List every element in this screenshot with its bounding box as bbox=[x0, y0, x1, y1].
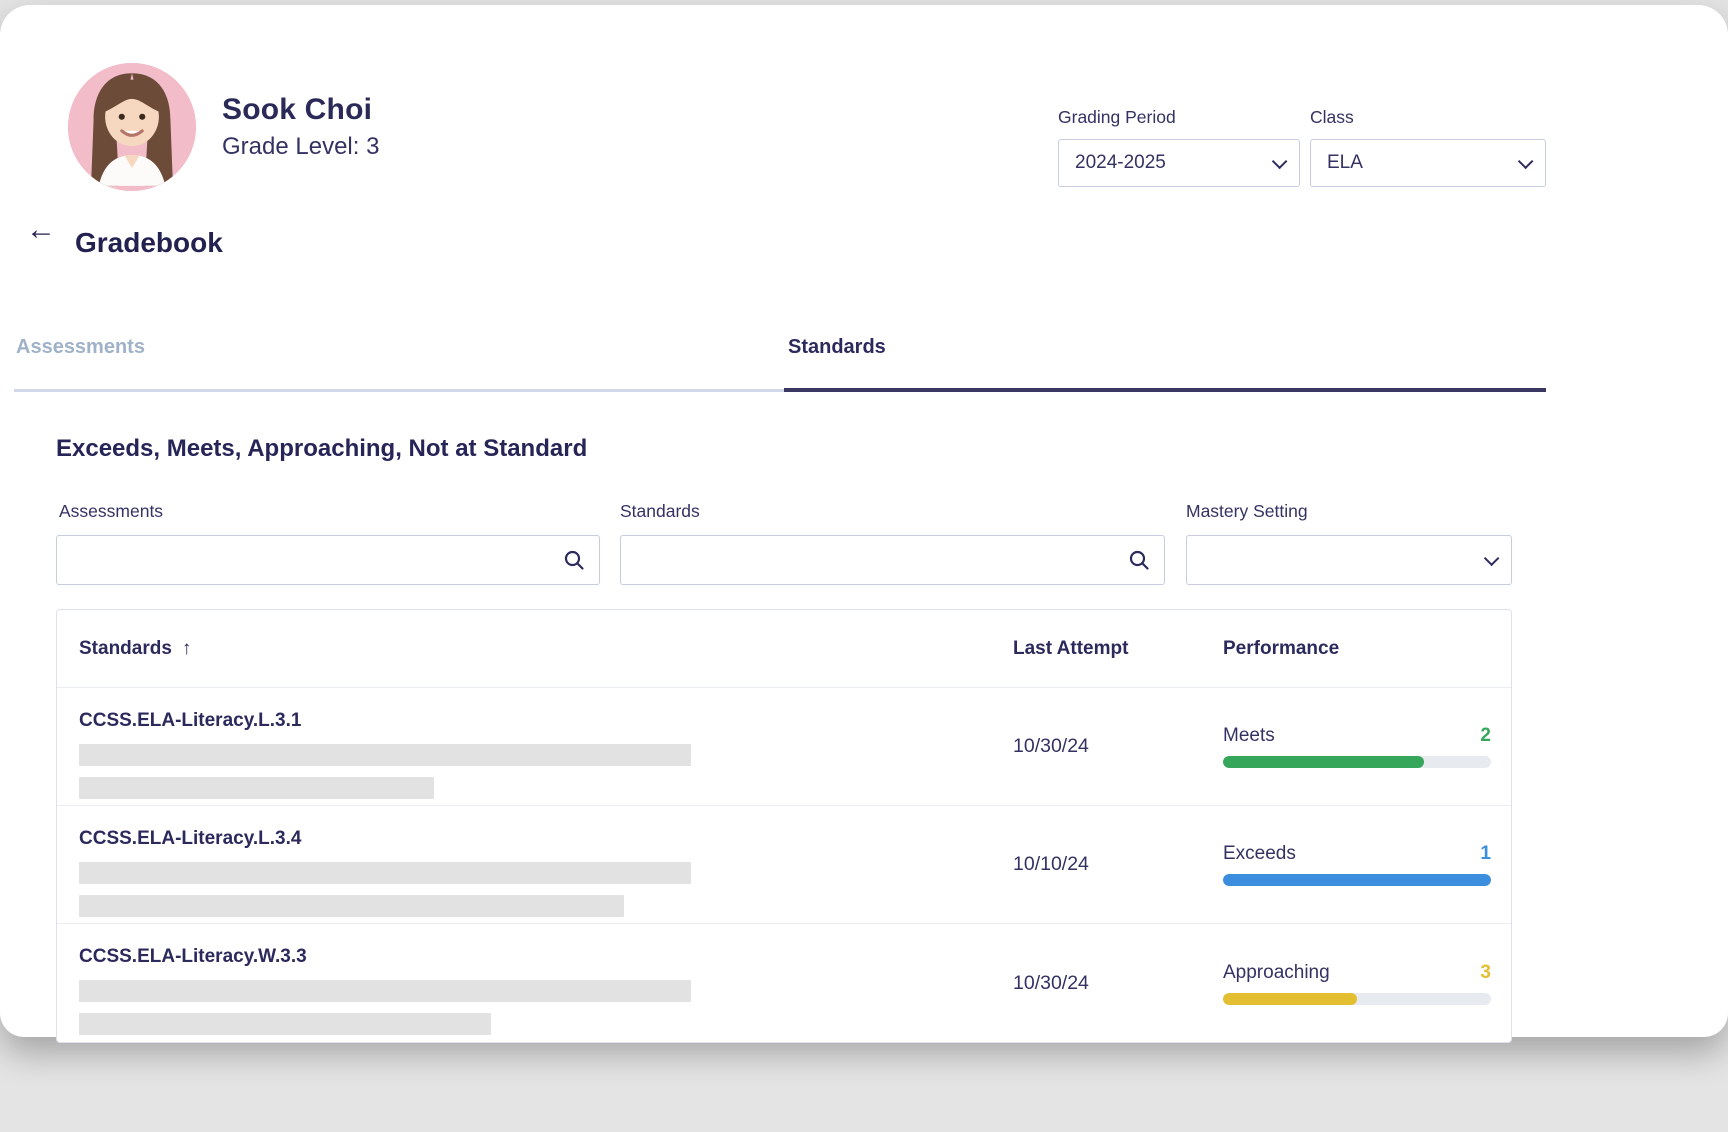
performance-cell: Meets 2 bbox=[1223, 688, 1491, 805]
class-value: ELA bbox=[1327, 152, 1363, 173]
table-header-row: Standards ↑ Last Attempt Performance bbox=[57, 610, 1511, 688]
performance-bar-fill bbox=[1223, 756, 1424, 768]
class-label: Class bbox=[1310, 107, 1354, 127]
assessments-search-input[interactable] bbox=[57, 536, 563, 584]
chevron-down-icon bbox=[1271, 153, 1288, 169]
standards-search-field bbox=[620, 535, 1165, 585]
standard-code: CCSS.ELA-Literacy.W.3.3 bbox=[79, 946, 307, 967]
grading-period-value: 2024-2025 bbox=[1075, 152, 1166, 173]
student-photo-illustration bbox=[68, 63, 196, 191]
student-avatar bbox=[68, 63, 196, 191]
grading-period-label: Grading Period bbox=[1058, 107, 1176, 127]
last-attempt-date: 10/30/24 bbox=[1013, 971, 1089, 994]
redacted-text-bar bbox=[79, 1013, 491, 1035]
student-grade-level: Grade Level: 3 bbox=[222, 133, 380, 160]
standard-cell: CCSS.ELA-Literacy.L.3.1 bbox=[57, 688, 1013, 805]
table-row[interactable]: CCSS.ELA-Literacy.L.3.4 10/10/24 Exceeds… bbox=[57, 806, 1511, 924]
search-icon[interactable] bbox=[563, 549, 585, 571]
performance-value: 3 bbox=[1480, 961, 1491, 983]
table-row[interactable]: CCSS.ELA-Literacy.W.3.3 10/30/24 Approac… bbox=[57, 924, 1511, 1042]
student-name: Sook Choi bbox=[222, 93, 373, 126]
standards-search-input[interactable] bbox=[621, 536, 1128, 584]
standard-code: CCSS.ELA-Literacy.L.3.4 bbox=[79, 828, 302, 849]
standard-code: CCSS.ELA-Literacy.L.3.1 bbox=[79, 710, 302, 731]
redacted-text-bar bbox=[79, 980, 691, 1002]
back-arrow-icon[interactable]: ← bbox=[26, 213, 56, 246]
performance-cell: Exceeds 1 bbox=[1223, 806, 1491, 923]
mastery-setting-select[interactable] bbox=[1186, 535, 1512, 585]
sort-ascending-icon[interactable]: ↑ bbox=[181, 637, 192, 659]
performance-bar-fill bbox=[1223, 992, 1357, 1005]
performance-value: 1 bbox=[1480, 843, 1491, 864]
standard-cell: CCSS.ELA-Literacy.W.3.3 bbox=[57, 924, 1013, 1042]
performance-bar-track bbox=[1223, 874, 1491, 886]
assessments-filter-label: Assessments bbox=[59, 501, 164, 521]
performance-value: 2 bbox=[1480, 725, 1491, 746]
chevron-down-icon bbox=[1483, 550, 1500, 566]
performance-label: Meets bbox=[1223, 725, 1275, 746]
performance-label: Exceeds bbox=[1223, 843, 1296, 864]
last-attempt-date: 10/30/24 bbox=[1013, 735, 1089, 757]
main-card: Sook Choi Grade Level: 3 Grading Period … bbox=[0, 5, 1728, 1043]
performance-bar-track bbox=[1223, 756, 1491, 768]
redacted-text-bar bbox=[79, 895, 624, 917]
performance-bar-track bbox=[1223, 992, 1491, 1005]
search-icon[interactable] bbox=[1128, 549, 1150, 571]
page-title: Gradebook bbox=[75, 227, 223, 258]
column-header-last-attempt[interactable]: Last Attempt bbox=[1013, 637, 1129, 659]
column-header-performance[interactable]: Performance bbox=[1223, 637, 1340, 659]
redacted-text-bar bbox=[79, 862, 691, 884]
standards-filter-label: Standards bbox=[620, 501, 700, 521]
last-attempt-date: 10/10/24 bbox=[1013, 853, 1089, 875]
redacted-text-bar bbox=[79, 777, 434, 799]
chevron-down-icon bbox=[1517, 153, 1534, 169]
column-header-standards[interactable]: Standards bbox=[79, 637, 172, 659]
redacted-text-bar bbox=[79, 744, 691, 766]
assessments-search-field bbox=[56, 535, 600, 585]
performance-cell: Approaching 3 bbox=[1223, 924, 1491, 1042]
mastery-scale-heading: Exceeds, Meets, Approaching, Not at Stan… bbox=[56, 435, 588, 462]
tab-assessments[interactable]: Assessments bbox=[16, 336, 145, 358]
standards-table: Standards ↑ Last Attempt Performance CCS… bbox=[56, 609, 1512, 1043]
grading-period-select[interactable]: 2024-2025 bbox=[1058, 139, 1300, 187]
tab-standards[interactable]: Standards bbox=[788, 336, 886, 358]
tab-underline-active bbox=[784, 388, 1546, 392]
tab-underline-inactive bbox=[14, 389, 784, 392]
performance-label: Approaching bbox=[1223, 961, 1330, 983]
mastery-setting-label: Mastery Setting bbox=[1186, 501, 1308, 521]
performance-bar-fill bbox=[1223, 874, 1491, 886]
table-row[interactable]: CCSS.ELA-Literacy.L.3.1 10/30/24 Meets 2 bbox=[57, 688, 1511, 806]
class-select[interactable]: ELA bbox=[1310, 139, 1546, 187]
standard-cell: CCSS.ELA-Literacy.L.3.4 bbox=[57, 806, 1013, 923]
